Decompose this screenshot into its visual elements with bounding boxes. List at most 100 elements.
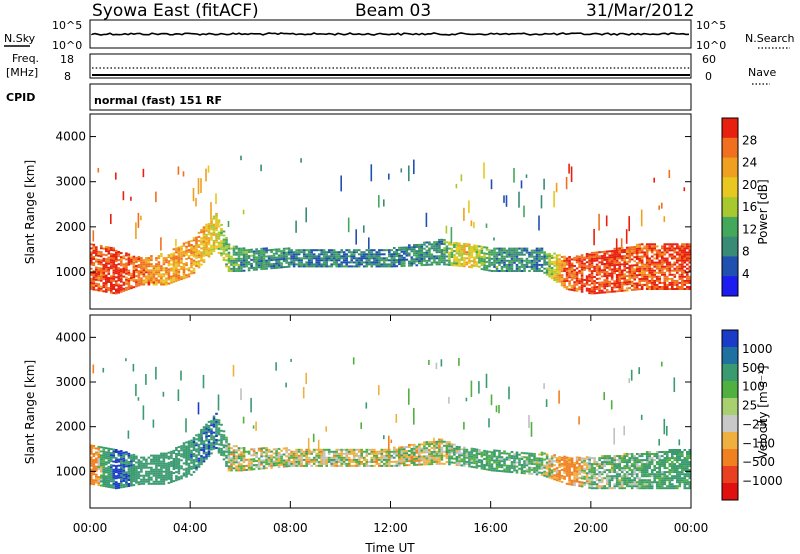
echo-cell [282, 465, 286, 468]
echo-cell [242, 247, 246, 250]
echo-cell [653, 265, 656, 268]
echo-cell [162, 458, 166, 461]
echo-cell [615, 270, 619, 272]
echo-cell [357, 460, 361, 463]
echo-cell [247, 450, 251, 453]
echo-cell [686, 259, 689, 262]
echo-cell [105, 467, 108, 470]
echo-cell [593, 228, 595, 246]
echo-cell [182, 171, 185, 177]
echo-cell [292, 450, 296, 453]
echo-cell [140, 460, 143, 463]
echo-cell [265, 455, 268, 458]
echo-cell [107, 248, 111, 251]
echo-cell [403, 258, 406, 261]
echo-cell [588, 265, 591, 268]
echo-cell [132, 263, 136, 266]
echo-cell [630, 280, 634, 283]
echo-cell [287, 465, 291, 468]
echo-cell [453, 262, 456, 265]
echo-cell [608, 272, 611, 275]
echo-cell [105, 254, 108, 257]
echo-cell [267, 460, 271, 463]
echo-cell [548, 458, 551, 461]
echo-cell [633, 256, 636, 259]
echo-cell [510, 267, 514, 270]
echo-cell [540, 255, 544, 258]
echo-cell [588, 279, 591, 282]
echo-cell [413, 459, 416, 462]
echo-cell [518, 463, 521, 466]
echo-cell [175, 459, 178, 462]
echo-cell [127, 479, 131, 481]
echo-cell [473, 250, 476, 253]
echo-cell [520, 261, 524, 264]
echo-cell [177, 476, 181, 479]
echo-cell [608, 282, 611, 285]
echo-cell [388, 450, 391, 453]
echo-cell [117, 251, 121, 253]
echo-cell [608, 260, 611, 263]
echo-cell [217, 237, 221, 240]
echo-cell [585, 265, 589, 268]
echo-cell [237, 263, 241, 266]
echo-cell [92, 247, 96, 250]
echo-cell [240, 455, 243, 458]
echo-cell [300, 257, 303, 260]
echo-cell [185, 451, 188, 454]
echo-cell [573, 256, 576, 259]
echo-cell [215, 229, 218, 232]
echo-cell [292, 261, 296, 264]
echo-cell [633, 268, 636, 271]
echo-cell [285, 253, 288, 256]
echo-cell [648, 265, 651, 268]
echo-cell [135, 281, 138, 284]
echo-cell [207, 426, 211, 429]
echo-cell [438, 458, 441, 461]
echo-cell [340, 464, 343, 467]
echo-cell [210, 232, 213, 235]
echo-cell [630, 268, 634, 271]
echo-cell [232, 267, 236, 270]
echo-cell [210, 434, 213, 437]
echo-cell [165, 267, 168, 270]
echo-cell [260, 453, 263, 456]
echo-cell [681, 273, 684, 276]
echo-cell [513, 270, 516, 272]
echo-cell [650, 259, 654, 262]
echo-cell [202, 244, 206, 247]
echo-cell [643, 277, 646, 280]
echo-cell [510, 249, 514, 252]
echo-cell [90, 460, 93, 463]
echo-cell [613, 262, 616, 265]
echo-cell [383, 450, 386, 453]
echo-cell [202, 232, 206, 235]
echo-cell [105, 270, 108, 273]
echo-cell [405, 250, 409, 253]
echo-cell [170, 281, 173, 284]
echo-cell [550, 260, 554, 263]
echo-cell [290, 456, 293, 459]
echo-cell [663, 259, 667, 262]
echo-cell [325, 456, 328, 459]
echo-cell [200, 178, 202, 193]
y-tick-label: 3000 [55, 175, 86, 189]
echo-cell [663, 281, 667, 284]
echo-cell [565, 273, 569, 276]
echo-cell [628, 272, 631, 275]
echo-cell [235, 247, 238, 250]
echo-cell [468, 200, 470, 214]
echo-cell [600, 283, 604, 286]
echo-cell [137, 459, 141, 462]
echo-cell [130, 472, 133, 475]
echo-cell [540, 457, 544, 460]
echo-cell [635, 288, 639, 291]
echo-cell [488, 466, 491, 469]
echo-cell [640, 279, 644, 282]
echo-cell [578, 261, 581, 264]
echo-cell [578, 282, 581, 285]
echo-cell [385, 464, 389, 467]
echo-cell [215, 214, 218, 217]
echo-cell [530, 460, 534, 463]
